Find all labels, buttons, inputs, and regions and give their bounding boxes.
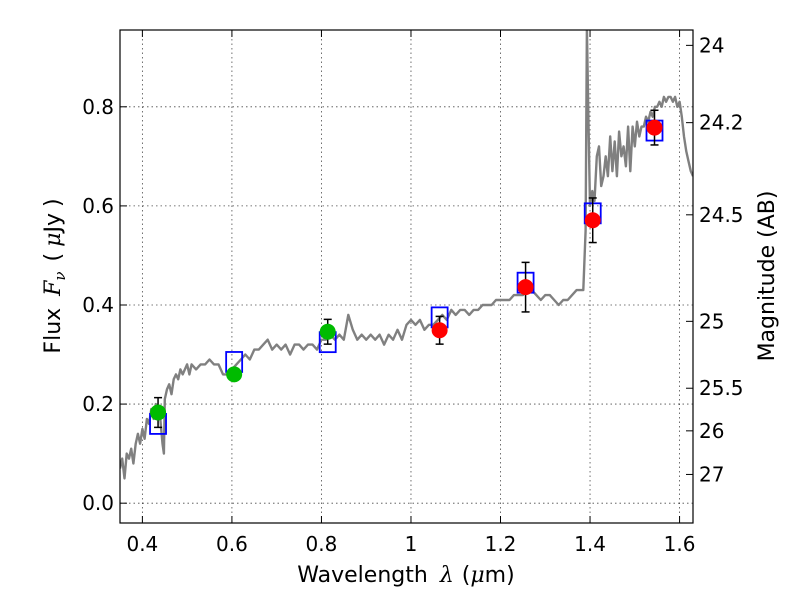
optical-data-point xyxy=(319,323,336,340)
x-tick-label: 0.8 xyxy=(306,532,338,556)
y-tick-label: 0.6 xyxy=(82,194,114,218)
y-tick-label: 0.4 xyxy=(82,293,114,317)
y2-tick-label: 24.5 xyxy=(699,203,744,227)
x-tick-label: 0.4 xyxy=(126,532,158,556)
x-axis-label: Wavelength λ (μm) xyxy=(297,563,514,588)
x-tick-label: 1.4 xyxy=(574,532,606,556)
y2-tick-label: 27 xyxy=(699,462,724,486)
optical-data-point xyxy=(226,366,243,383)
y-tick-label: 0.2 xyxy=(82,392,114,416)
x-tick-label: 0.6 xyxy=(216,532,248,556)
y2-tick-label: 24.2 xyxy=(699,111,744,135)
y2-tick-label: 26 xyxy=(699,419,724,443)
x-tick-label: 1.2 xyxy=(485,532,517,556)
y-axis-label: FluxFν(μJy) xyxy=(41,198,69,353)
sed-model-line xyxy=(120,30,693,480)
y2-axis-label: Magnitude (AB) xyxy=(755,191,780,362)
nir-data-point xyxy=(646,119,663,136)
nir-data-point xyxy=(517,279,534,296)
x-tick-label: 1.6 xyxy=(664,532,696,556)
optical-data-point xyxy=(150,404,167,421)
nir-data-point xyxy=(431,322,448,339)
axis-ticks: 0.4 0.6 0.8 1 1.2 1.4 1.6 0.0 0.2 0.4 0.6 0.8 24 24.2… xyxy=(82,30,744,556)
plot-frame xyxy=(119,29,694,524)
plot-data xyxy=(120,30,693,480)
y2-tick-label: 25.5 xyxy=(699,376,744,400)
y-tick-label: 0.0 xyxy=(82,491,114,515)
y2-tick-label: 25 xyxy=(699,309,724,333)
y-tick-label: 0.8 xyxy=(82,95,114,119)
y2-tick-label: 24 xyxy=(699,33,724,57)
nir-data-point xyxy=(584,212,601,229)
grid xyxy=(120,30,693,523)
x-tick-label: 1 xyxy=(405,532,418,556)
